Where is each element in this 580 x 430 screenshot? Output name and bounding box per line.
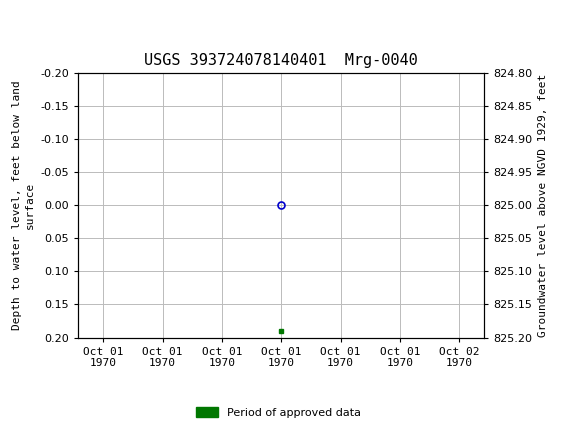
- Title: USGS 393724078140401  Mrg-0040: USGS 393724078140401 Mrg-0040: [144, 53, 418, 68]
- Y-axis label: Groundwater level above NGVD 1929, feet: Groundwater level above NGVD 1929, feet: [538, 74, 548, 337]
- Legend: Period of approved data: Period of approved data: [191, 403, 365, 422]
- Text: ≡USGS: ≡USGS: [9, 9, 90, 28]
- Y-axis label: Depth to water level, feet below land
surface: Depth to water level, feet below land su…: [12, 80, 35, 330]
